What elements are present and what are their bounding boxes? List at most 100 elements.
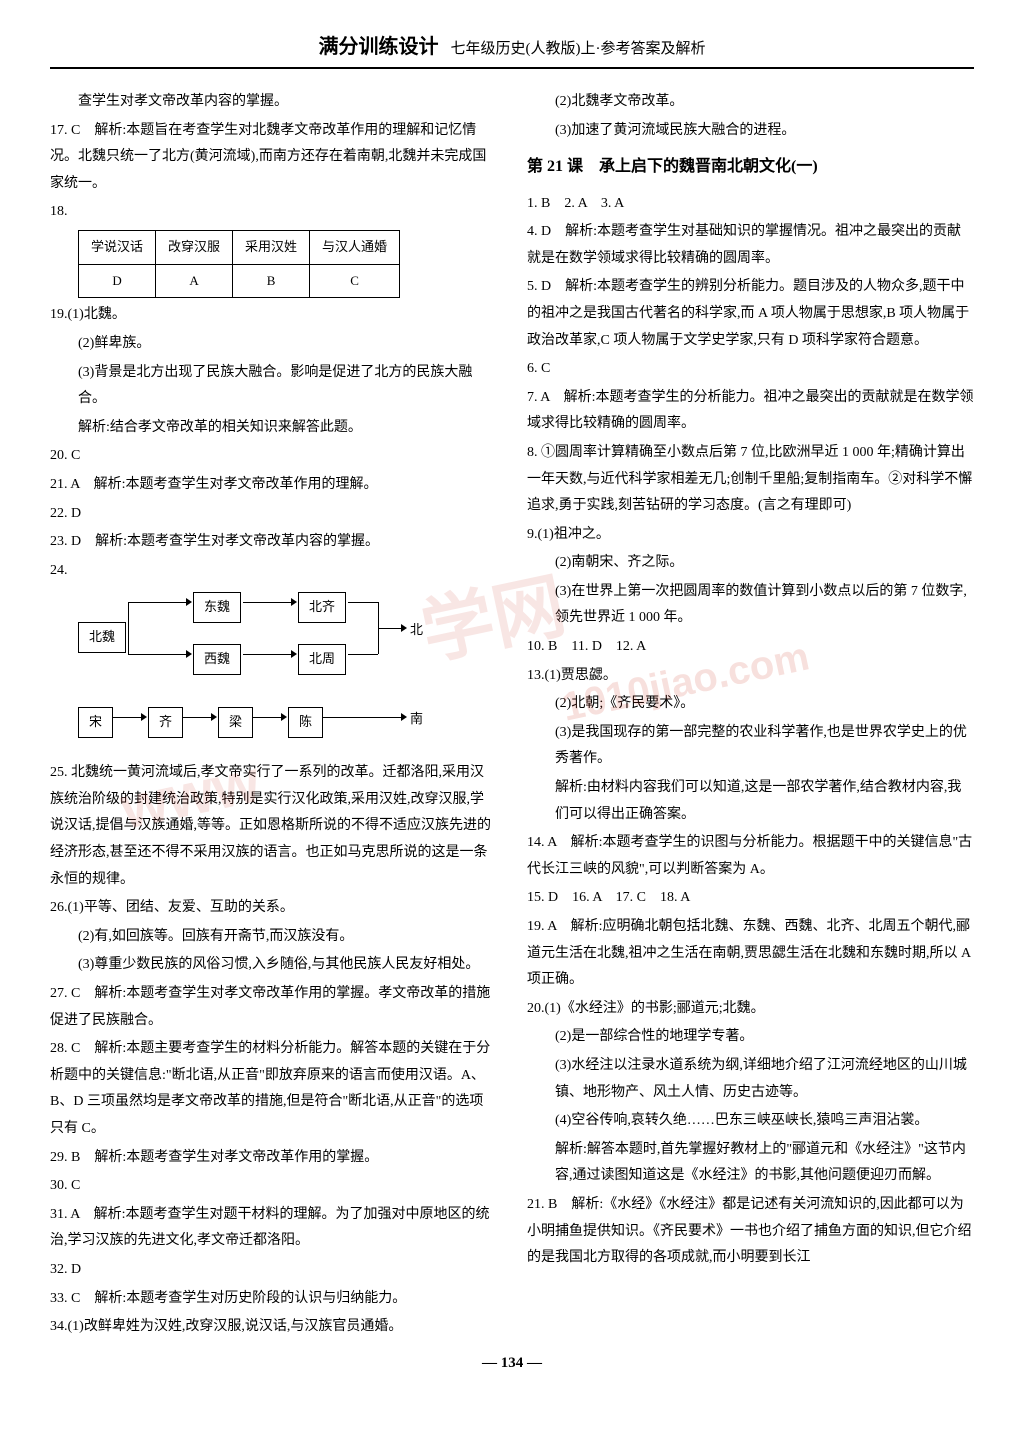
diagram-box: 北魏 <box>78 622 126 653</box>
text-line: 解析:结合孝文帝改革的相关知识来解答此题。 <box>50 415 497 442</box>
text-line: 30. C <box>50 1173 497 1200</box>
diagram-line <box>128 602 129 654</box>
text-line: 10. B 11. D 12. A <box>527 634 974 661</box>
table-cell: A <box>156 264 233 298</box>
text-line: (2)是一部综合性的地理学专著。 <box>527 1024 974 1051</box>
diagram-box: 齐 <box>148 707 183 738</box>
text-line: 6. C <box>527 356 974 383</box>
right-column: (2)北魏孝文帝改革。 (3)加速了黄河流域民族大融合的进程。 第 21 课 承… <box>527 89 974 1343</box>
text-line: (3)尊重少数民族的风俗习惯,入乡随俗,与其他民族人民友好相处。 <box>50 952 497 979</box>
table-cell: 学说汉话 <box>79 230 156 264</box>
text-line: 13.(1)贾思勰。 <box>527 663 974 690</box>
text-line: 7. A 解析:本题考查学生的分析能力。祖冲之最突出的贡献就是在数学领域求得比较… <box>527 385 974 438</box>
diagram-box: 陈 <box>288 707 323 738</box>
text-line: 20. C <box>50 443 497 470</box>
page-number: — 134 — <box>50 1355 974 1372</box>
text-line: 31. A 解析:本题考查学生对题干材料的理解。为了加强对中原地区的统治,学习汉… <box>50 1202 497 1255</box>
diagram-arrow <box>243 602 293 603</box>
table-cell: D <box>79 264 156 298</box>
text-line: 1. B 2. A 3. A <box>527 191 974 218</box>
text-line: 29. B 解析:本题考查学生对孝文帝改革作用的掌握。 <box>50 1145 497 1172</box>
arrow-head-icon <box>401 624 407 632</box>
diagram-box: 北周 <box>298 644 346 675</box>
diagram-box: 东魏 <box>193 592 241 623</box>
text-line: 26.(1)平等、团结、友爱、互助的关系。 <box>50 895 497 922</box>
text-line: (2)鲜卑族。 <box>50 331 497 358</box>
table-cell: 与汉人通婚 <box>310 230 400 264</box>
diagram-arrow <box>128 654 188 655</box>
text-line: 解析:由材料内容我们可以知道,这是一部农学著作,结合教材内容,我们可以得出正确答… <box>527 775 974 828</box>
answer-table-18: 学说汉话 改穿汉服 采用汉姓 与汉人通婚 D A B C <box>78 230 400 298</box>
content-columns: 查学生对孝文帝改革内容的掌握。 17. C 解析:本题旨在考查学生对北魏孝文帝改… <box>50 89 974 1343</box>
diagram-arrow <box>253 717 283 718</box>
diagram-label: 南 <box>410 707 423 732</box>
table-row: 学说汉话 改穿汉服 采用汉姓 与汉人通婚 <box>79 230 400 264</box>
text-line: 18. <box>50 199 497 226</box>
diagram-box: 宋 <box>78 707 113 738</box>
text-line: (2)北魏孝文帝改革。 <box>527 89 974 116</box>
diagram-box: 北齐 <box>298 592 346 623</box>
dynasty-diagram: 北魏 东魏 北齐 西魏 北周 北 宋 齐 <box>78 592 458 752</box>
arrow-head-icon <box>401 713 407 721</box>
text-line: 9.(1)祖冲之。 <box>527 522 974 549</box>
arrow-head-icon <box>186 598 192 606</box>
text-line: (3)背景是北方出现了民族大融合。影响是促进了北方的民族大融合。 <box>50 360 497 413</box>
arrow-head-icon <box>291 598 297 606</box>
diagram-arrow <box>323 717 403 718</box>
diagram-arrow <box>243 654 293 655</box>
text-line: 28. C 解析:本题主要考查学生的材料分析能力。解答本题的关键在于分析题中的关… <box>50 1036 497 1142</box>
text-line: 33. C 解析:本题考查学生对历史阶段的认识与归纳能力。 <box>50 1286 497 1313</box>
text-line: 20.(1)《水经注》的书影;郦道元;北魏。 <box>527 996 974 1023</box>
left-column: 查学生对孝文帝改革内容的掌握。 17. C 解析:本题旨在考查学生对北魏孝文帝改… <box>50 89 497 1343</box>
arrow-head-icon <box>211 713 217 721</box>
arrow-head-icon <box>281 713 287 721</box>
text-line: (3)加速了黄河流域民族大融合的进程。 <box>527 118 974 145</box>
text-line: 5. D 解析:本题考查学生的辨别分析能力。题目涉及的人物众多,题干中的祖冲之是… <box>527 274 974 354</box>
text-line: (2)北朝;《齐民要术》。 <box>527 691 974 718</box>
diagram-box: 梁 <box>218 707 253 738</box>
arrow-head-icon <box>141 713 147 721</box>
diagram-arrow <box>378 628 403 629</box>
diagram-arrow <box>113 717 143 718</box>
text-line: 17. C 解析:本题旨在考查学生对北魏孝文帝改革作用的理解和记忆情况。北魏只统… <box>50 118 497 198</box>
text-line: 27. C 解析:本题考查学生对孝文帝改革作用的掌握。孝文帝改革的措施促进了民族… <box>50 981 497 1034</box>
table-cell: B <box>233 264 310 298</box>
text-line: 8. ①圆周率计算精确至小数点后第 7 位,比欧洲早近 1 000 年;精确计算… <box>527 440 974 520</box>
diagram-arrow <box>183 717 213 718</box>
header-subtitle: 七年级历史(人教版)上·参考答案及解析 <box>451 41 706 57</box>
arrow-head-icon <box>291 650 297 658</box>
text-line: 15. D 16. A 17. C 18. A <box>527 885 974 912</box>
text-line: 21. A 解析:本题考查学生对孝文帝改革作用的理解。 <box>50 472 497 499</box>
diagram-arrow <box>348 602 378 603</box>
text-line: 19.(1)北魏。 <box>50 302 497 329</box>
table-cell: 改穿汉服 <box>156 230 233 264</box>
page-number-value: 134 <box>501 1355 524 1371</box>
diagram-box: 西魏 <box>193 644 241 675</box>
table-cell: 采用汉姓 <box>233 230 310 264</box>
header-title: 满分训练设计 <box>319 36 439 58</box>
text-line: (3)水经注以注录水道系统为纲,详细地介绍了江河流经地区的山川城镇、地形物产、风… <box>527 1053 974 1106</box>
table-cell: C <box>310 264 400 298</box>
text-line: 14. A 解析:本题考查学生的识图与分析能力。根据题干中的关键信息"古代长江三… <box>527 830 974 883</box>
text-line: 32. D <box>50 1257 497 1284</box>
text-line: 23. D 解析:本题考查学生对孝文帝改革内容的掌握。 <box>50 529 497 556</box>
text-line: 19. A 解析:应明确北朝包括北魏、东魏、西魏、北齐、北周五个朝代,郦道元生活… <box>527 914 974 994</box>
text-line: (2)南朝宋、齐之际。 <box>527 550 974 577</box>
text-line: 22. D <box>50 501 497 528</box>
text-line: 21. B 解析:《水经》《水经注》都是记述有关河流知识的,因此都可以为小明捕鱼… <box>527 1192 974 1272</box>
text-line: (2)有,如回族等。回族有开斋节,而汉族没有。 <box>50 924 497 951</box>
text-line: (4)空谷传响,哀转久绝……巴东三峡巫峡长,猿鸣三声泪沾裳。 <box>527 1108 974 1135</box>
text-line: 24. <box>50 558 497 585</box>
text-line: (3)是我国现存的第一部完整的农业科学著作,也是世界农学史上的优秀著作。 <box>527 720 974 773</box>
arrow-head-icon <box>186 650 192 658</box>
text-line: 25. 北魏统一黄河流域后,孝文帝实行了一系列的改革。迁都洛阳,采用汉族统治阶级… <box>50 760 497 893</box>
diagram-arrow <box>128 602 188 603</box>
table-row: D A B C <box>79 264 400 298</box>
page-header: 满分训练设计 七年级历史(人教版)上·参考答案及解析 <box>50 30 974 69</box>
text-line: 查学生对孝文帝改革内容的掌握。 <box>50 89 497 116</box>
diagram-arrow <box>348 654 378 655</box>
text-line: 4. D 解析:本题考查学生对基础知识的掌握情况。祖冲之最突出的贡献就是在数学领… <box>527 219 974 272</box>
text-line: 34.(1)改鲜卑姓为汉姓,改穿汉服,说汉话,与汉族官员通婚。 <box>50 1314 497 1341</box>
text-line: 解析:解答本题时,首先掌握好教材上的"郦道元和《水经注》"这节内容,通过读图知道… <box>527 1137 974 1190</box>
diagram-label: 北 <box>410 618 423 643</box>
